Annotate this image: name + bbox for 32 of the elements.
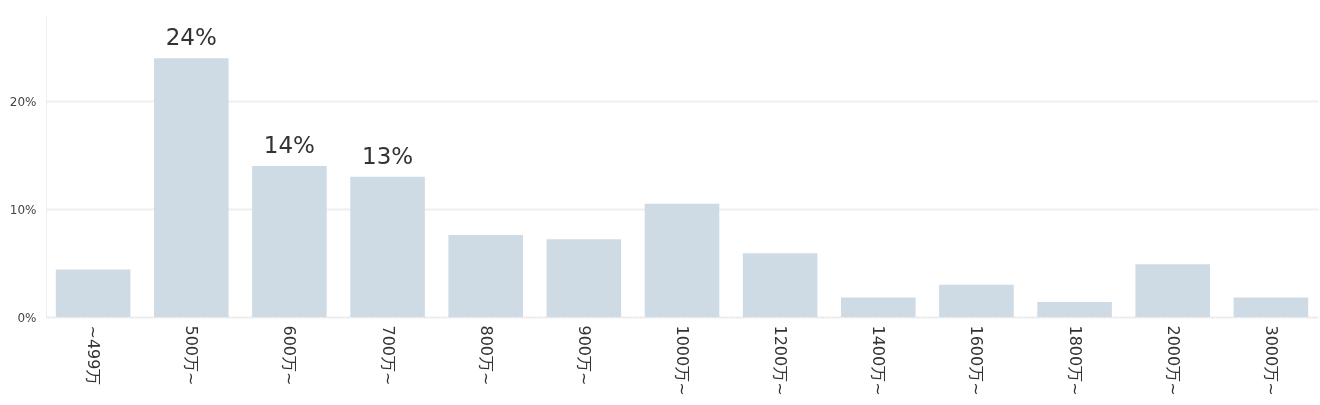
bar [55,269,131,317]
x-tick-label: 600万~ [280,325,300,386]
bar [1233,297,1309,317]
bar [252,166,327,317]
bar [841,297,916,317]
data-label: 24% [165,24,217,51]
y-tick-label: 20% [9,94,37,109]
x-tick-label: 800万~ [476,325,496,386]
bar [448,235,523,317]
data-label: 14% [263,132,315,158]
data-label: 13% [361,142,414,169]
bar [350,176,425,317]
bar [153,58,229,317]
y-tick-label: 10% [9,202,37,217]
x-tick-label: 900万~ [574,325,594,386]
bar [1135,264,1211,317]
x-tick-label: 2000万~ [1163,325,1183,396]
y-tick-label: 0% [17,310,37,325]
bar [1037,301,1112,317]
x-tick-label: 1200万~ [771,325,791,396]
x-tick-label: 1800万~ [1065,325,1085,396]
x-tick-label: 500万~ [182,325,202,386]
x-tick-label: 1000万~ [673,325,692,396]
bar [742,253,818,317]
x-tick-label: ~499万 [84,325,104,386]
bar [546,239,622,317]
x-tick-label: 3000万~ [1261,325,1281,396]
x-tick-label: 1600万~ [967,325,987,396]
bar [644,203,720,317]
x-tick-label: 1400万~ [869,325,889,396]
bar [939,284,1014,317]
x-tick-label: 700万~ [378,325,398,386]
